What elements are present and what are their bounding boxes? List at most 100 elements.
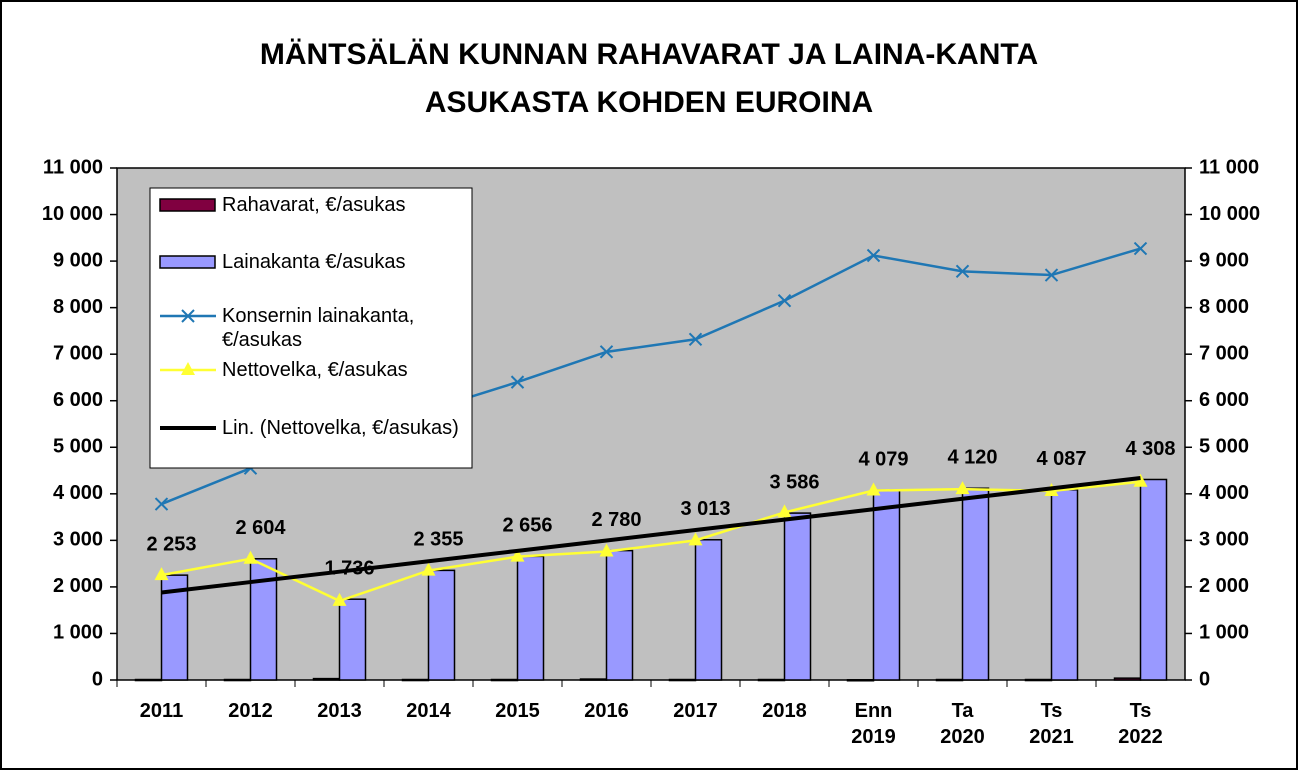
legend-swatch xyxy=(159,198,216,212)
bar xyxy=(338,598,367,681)
bar xyxy=(694,539,723,681)
marker xyxy=(154,567,169,581)
bar xyxy=(757,678,786,682)
bar xyxy=(427,569,456,681)
x-tick-label: 2014 xyxy=(406,700,451,722)
marker xyxy=(421,562,436,576)
marker xyxy=(688,332,703,346)
y-tick-label: 8 000 xyxy=(53,296,103,318)
data-label: 2 253 xyxy=(146,533,196,555)
marker xyxy=(866,248,881,263)
y2-tick-label: 7 000 xyxy=(1199,342,1249,364)
marker xyxy=(243,550,258,564)
x-tick-label: 2018 xyxy=(762,700,807,722)
data-label: 1 736 xyxy=(324,557,374,579)
y-tick-label: 11 000 xyxy=(43,156,103,178)
data-label: 2 780 xyxy=(591,509,641,531)
bar xyxy=(935,678,964,682)
x-tick-label: 2012 xyxy=(228,700,273,722)
bar xyxy=(312,677,341,681)
data-label: 3 013 xyxy=(680,498,730,520)
y-tick-label: 7 000 xyxy=(53,342,103,364)
bar xyxy=(401,678,430,682)
line xyxy=(161,480,1141,603)
y-tick-label: 2 000 xyxy=(53,575,103,597)
data-label: 2 656 xyxy=(502,515,552,537)
legend xyxy=(149,187,473,469)
legend-marker xyxy=(181,309,195,323)
marker xyxy=(332,592,347,606)
marker xyxy=(1133,473,1148,487)
y-tick-label: 10 000 xyxy=(42,203,103,225)
bar xyxy=(249,558,278,681)
marker xyxy=(955,481,970,495)
bar xyxy=(605,549,634,681)
bar xyxy=(1139,478,1168,681)
legend-label: Konsernin lainakanta, €/asukas xyxy=(222,305,415,351)
y-tick-label: 6 000 xyxy=(53,389,103,411)
bar xyxy=(1050,489,1079,681)
y-tick-label: 9 000 xyxy=(53,249,103,271)
y2-tick-label: 6 000 xyxy=(1199,389,1249,411)
data-label: 4 087 xyxy=(1036,448,1086,470)
bar xyxy=(961,487,990,681)
y-tick-label: 4 000 xyxy=(53,482,103,504)
bar xyxy=(1113,677,1142,681)
y2-tick-label: 9 000 xyxy=(1199,249,1249,271)
line xyxy=(161,476,1141,595)
bar xyxy=(872,489,901,681)
marker xyxy=(955,264,970,279)
bar xyxy=(223,678,252,682)
x-tick-label: Ts 2022 xyxy=(1118,700,1163,748)
legend-marker xyxy=(181,362,195,375)
x-tick-label: Ta 2020 xyxy=(940,700,985,748)
y2-tick-label: 8 000 xyxy=(1199,296,1249,318)
x-tick-label: Enn 2019 xyxy=(851,700,896,748)
marker xyxy=(688,532,703,546)
data-label: 4 120 xyxy=(947,447,997,469)
x-tick-label: 2017 xyxy=(673,700,718,722)
legend-label: Lainakanta €/asukas xyxy=(222,251,406,273)
bar xyxy=(490,678,519,682)
marker xyxy=(599,345,614,359)
y2-tick-label: 2 000 xyxy=(1199,575,1249,597)
legend-label: Rahavarat, €/asukas xyxy=(222,194,406,216)
bar xyxy=(668,678,697,682)
bar xyxy=(846,679,875,682)
y2-tick-label: 1 000 xyxy=(1199,622,1249,644)
bar xyxy=(1024,678,1053,682)
bar xyxy=(516,555,545,681)
legend-label: Nettovelka, €/asukas xyxy=(222,359,408,381)
marker xyxy=(1044,268,1059,282)
bar xyxy=(134,678,163,682)
bar xyxy=(783,512,812,681)
x-tick-label: 2016 xyxy=(584,700,629,722)
marker xyxy=(154,497,169,511)
y-tick-label: 3 000 xyxy=(53,529,103,551)
y2-tick-label: 11 000 xyxy=(1199,156,1259,178)
data-label: 2 604 xyxy=(235,517,286,539)
x-tick-label: 2013 xyxy=(317,700,362,722)
x-tick-label: Ts 2021 xyxy=(1029,700,1074,748)
marker xyxy=(777,504,792,518)
y-tick-label: 5 000 xyxy=(53,436,103,458)
legend-label: Lin. (Nettovelka, €/asukas) xyxy=(222,417,459,439)
chart-title: ASUKASTA KOHDEN EUROINA xyxy=(425,86,873,119)
bar xyxy=(579,678,608,681)
marker xyxy=(866,482,881,496)
legend-swatch xyxy=(159,255,216,269)
data-label: 2 355 xyxy=(413,529,463,551)
y2-tick-label: 0 xyxy=(1199,668,1210,690)
marker xyxy=(777,293,792,308)
data-label: 4 308 xyxy=(1125,438,1175,460)
y2-tick-label: 3 000 xyxy=(1199,529,1249,551)
data-label: 3 586 xyxy=(769,471,819,493)
y2-tick-label: 4 000 xyxy=(1199,482,1249,504)
chart-title: MÄNTSÄLÄN KUNNAN RAHAVARAT JA LAINA-KANT… xyxy=(260,38,1038,71)
y-tick-label: 1 000 xyxy=(53,622,103,644)
y2-tick-label: 10 000 xyxy=(1199,203,1260,225)
marker xyxy=(1133,241,1148,256)
x-tick-label: 2015 xyxy=(495,700,540,722)
